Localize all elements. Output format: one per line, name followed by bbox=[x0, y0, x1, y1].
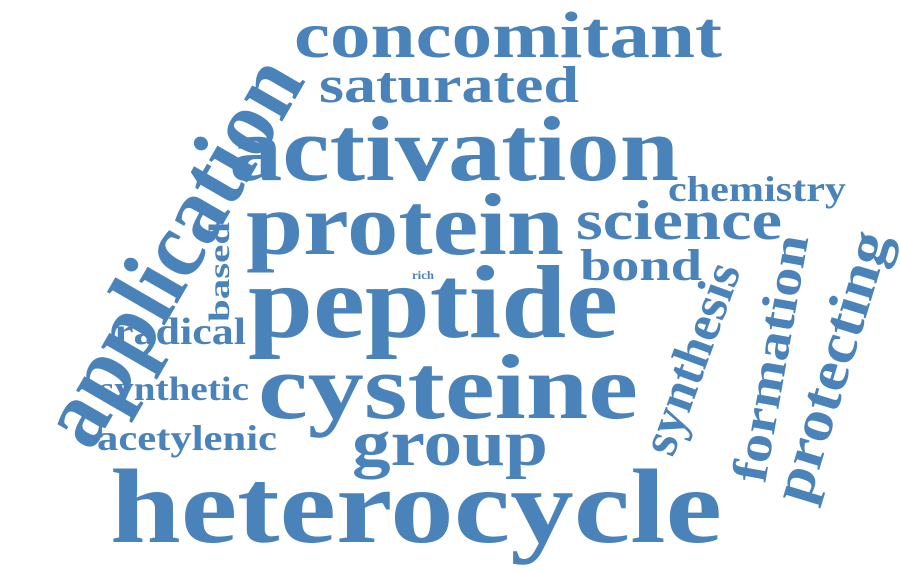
word-synthetic: synthetic bbox=[99, 371, 249, 408]
word-cysteine: cysteine bbox=[258, 336, 638, 438]
word-acetylenic: acetylenic bbox=[97, 418, 277, 458]
word-heterocycle: heterocycle bbox=[110, 448, 722, 565]
word-concomitant: concomitant bbox=[294, 0, 722, 72]
word-protein: protein bbox=[246, 177, 564, 274]
word-group: group bbox=[352, 407, 548, 480]
word-saturated: saturated bbox=[319, 57, 579, 114]
word-peptide: peptide bbox=[248, 245, 618, 360]
word-science: science bbox=[576, 190, 782, 252]
word-bond: bond bbox=[580, 241, 702, 290]
word-radical: radical bbox=[114, 311, 246, 353]
word-based: based bbox=[203, 222, 236, 322]
word-rich: rich bbox=[412, 268, 434, 282]
word-activation: activation bbox=[229, 98, 679, 200]
word-chemistry: chemistry bbox=[668, 169, 846, 209]
